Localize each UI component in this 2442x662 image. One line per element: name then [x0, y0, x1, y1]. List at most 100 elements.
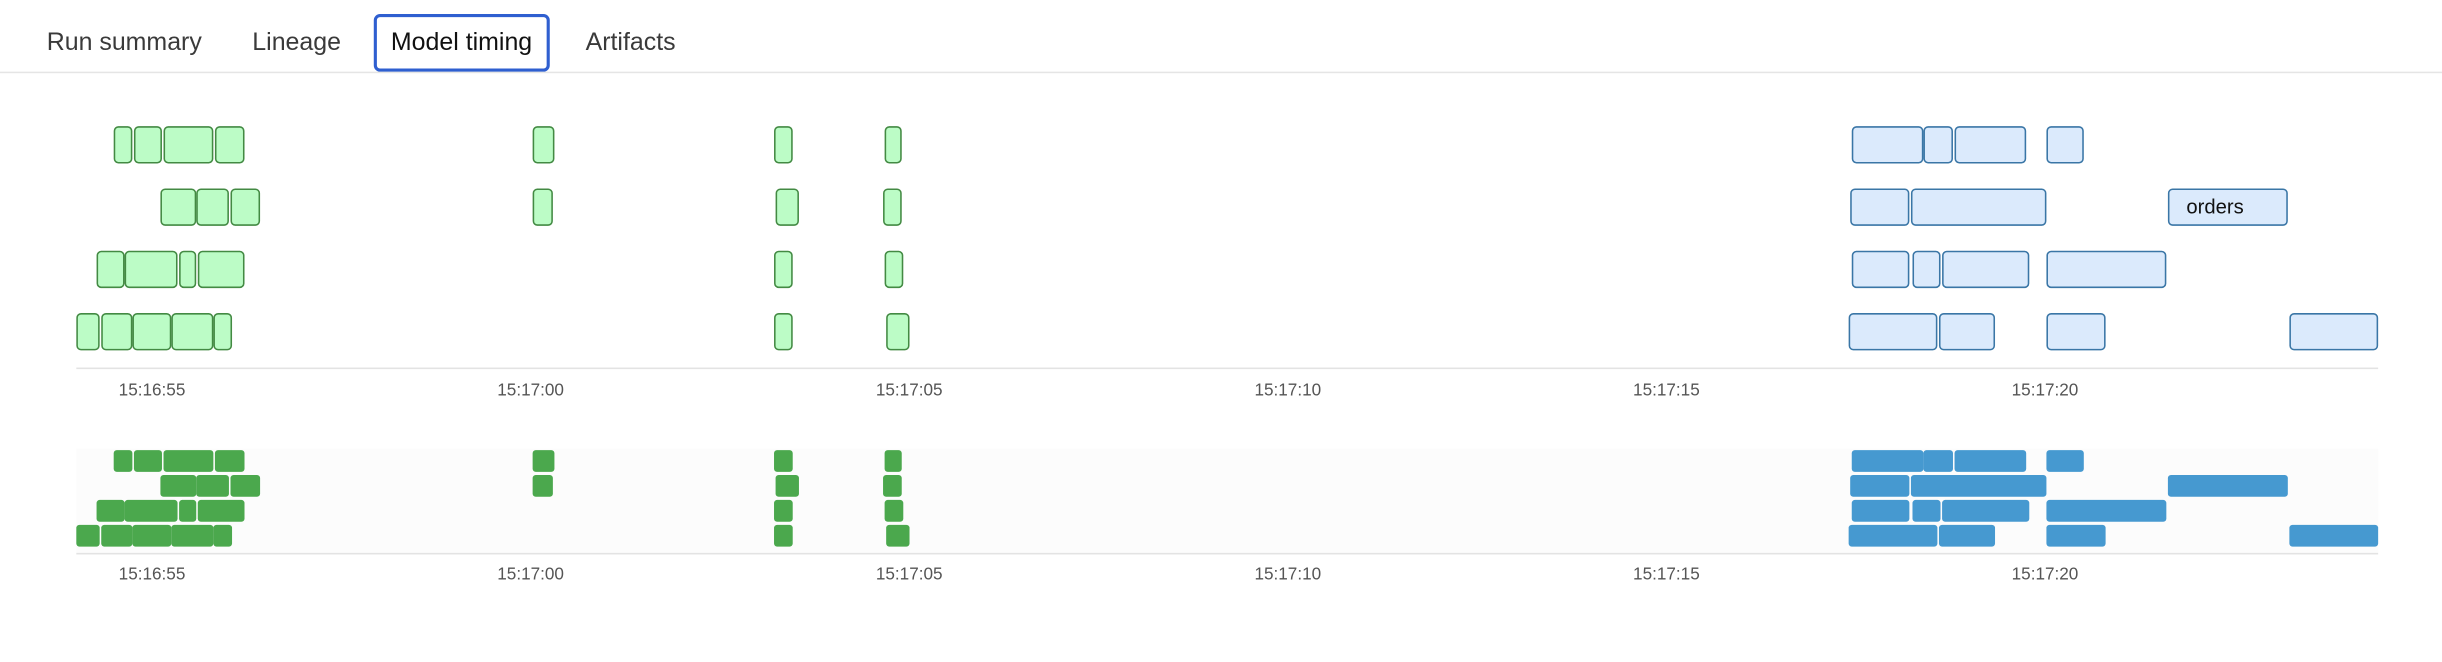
timeline-bar[interactable]: [1923, 126, 1954, 164]
overview-bar[interactable]: [774, 499, 793, 522]
timeline-bar[interactable]: [1848, 313, 1938, 351]
tab-bar: Run summary Lineage Model timing Artifac…: [0, 0, 2442, 74]
timeline-bar[interactable]: [774, 313, 794, 351]
overview-bar[interactable]: [532, 450, 555, 472]
timeline-bar[interactable]: [1910, 188, 2046, 226]
overview-bar[interactable]: [171, 524, 214, 547]
timeline-bar[interactable]: [2288, 313, 2379, 351]
tab-lineage[interactable]: Lineage: [252, 29, 341, 57]
overview-axis-line: [76, 552, 2379, 555]
timeline-tick-label: 15:17:05: [875, 381, 943, 401]
timeline-bar[interactable]: [114, 126, 134, 164]
timeline-bar[interactable]: [532, 126, 555, 164]
timeline-bar[interactable]: [2046, 126, 2084, 164]
timeline-bar[interactable]: [76, 313, 100, 351]
overview-bar[interactable]: [178, 499, 197, 522]
overview-tick-label: 15:17:15: [1633, 565, 1700, 585]
tab-run-summary[interactable]: Run summary: [46, 29, 202, 57]
tab-artifacts[interactable]: Artifacts: [585, 29, 676, 57]
timeline-bar[interactable]: [95, 250, 125, 289]
overview-bar[interactable]: [774, 524, 794, 547]
overview-bar[interactable]: [196, 475, 230, 497]
timeline-bar[interactable]: [215, 126, 245, 164]
overview-bar[interactable]: [214, 524, 233, 547]
overview-bar[interactable]: [1851, 450, 1924, 472]
timeline-bar[interactable]: [134, 126, 162, 164]
overview-bar[interactable]: [1938, 524, 1995, 547]
timeline-bar[interactable]: [1942, 250, 2030, 289]
overview-bar[interactable]: [883, 475, 903, 497]
timeline-tick-label: 15:17:00: [497, 381, 564, 401]
overview-bar[interactable]: [1923, 450, 1954, 472]
overview-bar[interactable]: [230, 475, 261, 497]
timeline-bar[interactable]: [124, 250, 178, 289]
bar-label: orders: [2186, 194, 2244, 219]
overview-bar[interactable]: [2046, 499, 2167, 522]
timeline-bar[interactable]: [230, 188, 261, 226]
timeline-bar[interactable]: [2046, 313, 2106, 351]
overview-bar[interactable]: [1911, 499, 1941, 522]
overview-bar[interactable]: [884, 450, 902, 472]
overview-bar[interactable]: [134, 450, 162, 472]
overview-bar[interactable]: [114, 450, 134, 472]
overview-bar[interactable]: [1848, 524, 1938, 547]
overview-bar[interactable]: [95, 499, 125, 522]
overview-bar[interactable]: [101, 524, 133, 547]
timeline-tick-label: 15:17:15: [1633, 381, 1700, 401]
timeline-bar[interactable]: [774, 250, 793, 289]
timeline-bar[interactable]: [775, 188, 799, 226]
overview-bar[interactable]: [124, 499, 178, 522]
timeline-bar[interactable]: [101, 313, 133, 351]
timeline-bar[interactable]: [532, 188, 553, 226]
overview-bar[interactable]: [884, 499, 904, 522]
timeline-tick-label: 15:17:10: [1254, 381, 1322, 401]
timeline-bar[interactable]: [196, 188, 230, 226]
timeline-bar[interactable]: orders: [2167, 188, 2289, 226]
overview-bar[interactable]: [773, 450, 793, 472]
overview-bar[interactable]: [163, 450, 215, 472]
timeline-bar[interactable]: [773, 126, 793, 164]
timeline-bar[interactable]: [197, 250, 245, 289]
overview-bar[interactable]: [133, 524, 171, 547]
timeline-bar[interactable]: [163, 126, 215, 164]
overview-bar[interactable]: [1954, 450, 2027, 472]
timeline-bar[interactable]: [886, 313, 910, 351]
overview-bar[interactable]: [161, 475, 196, 497]
overview-tick-label: 15:17:10: [1254, 565, 1322, 585]
timeline-bar[interactable]: [883, 188, 903, 226]
overview-bar[interactable]: [2288, 524, 2379, 547]
overview-bar[interactable]: [886, 524, 910, 547]
timeline-bar[interactable]: [161, 188, 196, 226]
timeline-bar[interactable]: [2046, 250, 2167, 289]
overview-bar[interactable]: [1942, 499, 2030, 522]
timeline-bar[interactable]: [884, 250, 904, 289]
overview-tick-label: 15:17:05: [875, 565, 943, 585]
overview-bar[interactable]: [532, 475, 553, 497]
timeline-bar[interactable]: [1938, 313, 1995, 351]
tab-model-timing[interactable]: Model timing: [373, 14, 550, 72]
overview-bar[interactable]: [775, 475, 799, 497]
timeline-tick-label: 15:16:55: [118, 381, 186, 401]
timeline-bar[interactable]: [1954, 126, 2027, 164]
overview-bar[interactable]: [1851, 499, 1910, 522]
overview-bar[interactable]: [1850, 475, 1909, 497]
timeline-bar[interactable]: [1911, 250, 1941, 289]
timeline-overview-brush[interactable]: 15:16:55 15:17:00 15:17:05 15:17:10 15:17:15…: [0, 0, 2442, 623]
timeline-bar[interactable]: [1851, 126, 1924, 164]
timeline-bar[interactable]: [171, 313, 214, 351]
overview-bar[interactable]: [215, 450, 245, 472]
timeline-bar[interactable]: [1851, 250, 1910, 289]
overview-bar[interactable]: [2046, 450, 2084, 472]
timeline-bar[interactable]: [133, 313, 171, 351]
timeline-bar[interactable]: [214, 313, 233, 351]
overview-bar[interactable]: [197, 499, 245, 522]
overview-background[interactable]: [76, 448, 2379, 553]
overview-bar[interactable]: [2046, 524, 2106, 547]
overview-bar[interactable]: [2167, 475, 2289, 497]
timeline-bar[interactable]: [1850, 188, 1909, 226]
timeline-bar[interactable]: [884, 126, 902, 164]
overview-bar[interactable]: [1910, 475, 2046, 497]
timeline-bar[interactable]: [178, 250, 197, 289]
overview-bar[interactable]: [76, 524, 100, 547]
